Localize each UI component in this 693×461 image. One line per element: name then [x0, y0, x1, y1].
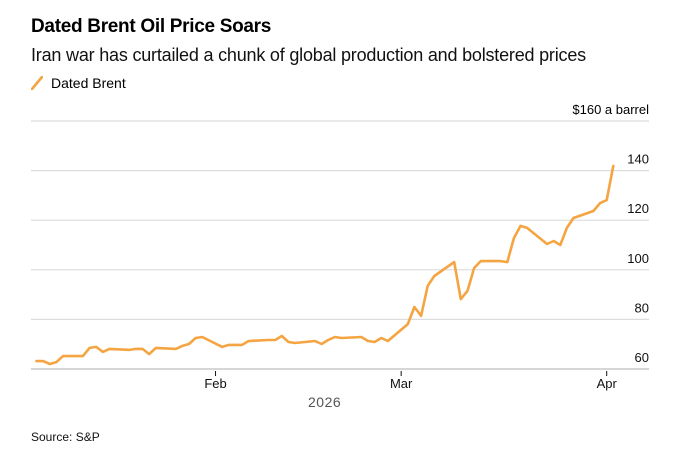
series-layer [35, 164, 615, 366]
x-tick-label-apr: Apr [597, 376, 618, 391]
x-tick-label-feb: Feb [204, 376, 226, 391]
y-axis-unit-label: $160 a barrel [572, 102, 649, 117]
x-axis-year-label: 2026 [308, 394, 342, 410]
legend: Dated Brent [31, 75, 126, 91]
x-tick-label-mar: Mar [390, 376, 413, 391]
y-tick-label-120: 120 [627, 201, 649, 216]
legend-label: Dated Brent [51, 75, 126, 91]
chart-title: Dated Brent Oil Price Soars [31, 16, 272, 37]
series-line-dated-brent [35, 164, 615, 366]
gridlines [31, 120, 649, 370]
y-tick-label-100: 100 [627, 251, 649, 266]
chart-subtitle: Iran war has curtailed a chunk of global… [31, 45, 586, 65]
legend-swatch-icon [31, 76, 43, 90]
y-tick-label-60: 60 [635, 350, 649, 365]
y-tick-labels: 60 80 100 120 140 [627, 152, 649, 365]
y-tick-label-80: 80 [635, 300, 649, 315]
source-note: Source: S&P [31, 430, 100, 444]
x-ticks: Feb Mar Apr [204, 371, 617, 391]
y-tick-label-140: 140 [627, 152, 649, 167]
